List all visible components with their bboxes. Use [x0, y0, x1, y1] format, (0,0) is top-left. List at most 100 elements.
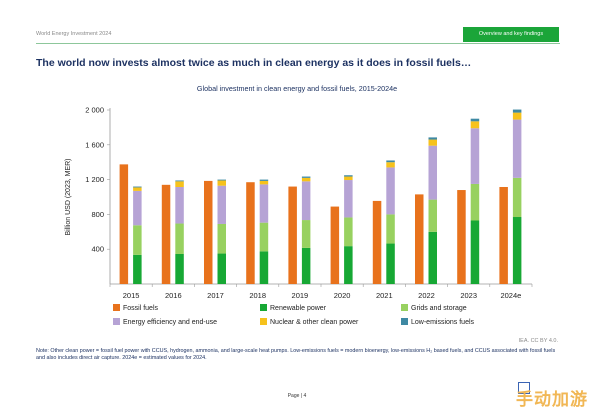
x-tick-label: 2021	[376, 291, 393, 300]
chart-legend: Fossil fuels Renewable power Grids and sto…	[113, 304, 533, 334]
legend-swatch	[260, 318, 267, 325]
bar-grids-and-storage-2024e	[512, 177, 522, 218]
bar-grids-and-storage-2022	[428, 199, 437, 232]
bar-energy-efficiency-and-end-use-2022	[428, 145, 437, 200]
bar-low-emissions-fuels-2019	[301, 176, 311, 178]
bar-renewable-power-2021	[386, 243, 395, 284]
bar-grids-and-storage-2023	[470, 183, 480, 221]
bar-grids-and-storage-2017	[217, 223, 226, 254]
bar-energy-efficiency-and-end-use-2019	[301, 181, 311, 221]
y-tick-label: 400	[91, 245, 104, 254]
bar-nuclear-other-clean-power-2015	[133, 187, 142, 191]
y-tick-label: 800	[91, 210, 104, 219]
bar-low-emissions-fuels-2024e	[512, 109, 522, 113]
watermark-text: 手动加游	[516, 390, 588, 409]
bar-energy-efficiency-and-end-use-2023	[470, 128, 480, 184]
legend-label: Low-emissions fuels	[411, 319, 475, 326]
bar-renewable-power-2015	[133, 254, 142, 284]
bar-renewable-power-2023	[470, 220, 480, 284]
bar-fossil-2020	[330, 206, 340, 284]
x-tick-label: 2019	[292, 291, 309, 300]
bar-nuclear-other-clean-power-2022	[428, 139, 437, 146]
bar-energy-efficiency-and-end-use-2015	[133, 190, 142, 226]
bar-fossil-2015	[119, 164, 129, 284]
bar-renewable-power-2017	[217, 253, 226, 284]
bar-low-emissions-fuels-2020	[344, 175, 353, 177]
x-tick-label: 2015	[123, 291, 140, 300]
legend-label: Nuclear & other clean power	[270, 319, 359, 326]
bar-grids-and-storage-2015	[133, 225, 142, 255]
legend-label: Energy efficiency and end-use	[123, 319, 218, 326]
bar-grids-and-storage-2021	[386, 214, 395, 244]
bar-grids-and-storage-2016	[175, 223, 184, 254]
x-tick-label: 2016	[165, 291, 182, 300]
bar-grids-and-storage-2020	[344, 217, 353, 247]
legend-swatch	[401, 318, 408, 325]
bar-low-emissions-fuels-2023	[470, 118, 480, 122]
bar-fossil-2023	[457, 190, 466, 284]
legend-item: Nuclear & other clean power	[260, 318, 358, 326]
header-divider	[36, 43, 560, 44]
bar-low-emissions-fuels-2018	[259, 179, 269, 181]
bar-nuclear-other-clean-power-2023	[470, 121, 480, 129]
x-tick-label: 2020	[334, 291, 351, 300]
bar-fossil-2017	[204, 180, 213, 284]
bar-nuclear-other-clean-power-2016	[175, 181, 184, 187]
bar-nuclear-other-clean-power-2017	[217, 180, 226, 186]
y-tick-label: 2 000	[85, 106, 104, 115]
legend-swatch	[401, 304, 408, 311]
legend-item: Fossil fuels	[113, 304, 158, 312]
bar-low-emissions-fuels-2017	[217, 179, 226, 181]
bar-nuclear-other-clean-power-2019	[301, 177, 311, 182]
bar-fossil-2021	[372, 200, 382, 284]
bar-renewable-power-2019	[301, 247, 311, 284]
bar-renewable-power-2016	[175, 253, 184, 284]
bar-low-emissions-fuels-2015	[133, 186, 142, 188]
bar-fossil-2022	[415, 194, 424, 284]
legend-label: Grids and storage	[411, 305, 467, 312]
legend-item: Low-emissions fuels	[401, 318, 474, 326]
bar-low-emissions-fuels-2016	[175, 180, 184, 182]
y-axis-label: Billion USD (2023, MER)	[65, 158, 72, 235]
credit-label[interactable]: IEA. CC BY 4.0.	[518, 338, 558, 344]
bar-nuclear-other-clean-power-2020	[344, 176, 353, 181]
bar-energy-efficiency-and-end-use-2021	[386, 167, 395, 215]
x-tick-label: 2022	[418, 291, 435, 300]
footnote: Note: Other clean power = fossil fuel po…	[36, 348, 556, 362]
x-tick-label: 2023	[460, 291, 477, 300]
chart-title: Global investment in clean energy and fo…	[196, 84, 398, 93]
bar-fossil-2018	[246, 182, 255, 284]
bar-renewable-power-2024e	[512, 217, 522, 284]
legend-item: Renewable power	[260, 304, 326, 312]
legend-swatch	[113, 304, 120, 311]
section-tab[interactable]: Overview and key findings	[463, 27, 559, 42]
bar-low-emissions-fuels-2021	[386, 160, 395, 163]
bar-renewable-power-2022	[428, 231, 437, 284]
page-number: Page | 4	[287, 393, 307, 399]
bar-renewable-power-2020	[344, 246, 353, 284]
bar-energy-efficiency-and-end-use-2018	[259, 184, 269, 223]
legend-swatch	[113, 318, 120, 325]
report-label: World Energy Investment 2024	[36, 31, 112, 37]
x-tick-label: 2018	[249, 291, 266, 300]
bar-grids-and-storage-2018	[259, 222, 269, 252]
bar-fossil-2016	[161, 184, 171, 284]
legend-item: Grids and storage	[401, 304, 467, 312]
y-tick-label: 1 200	[85, 175, 104, 184]
bar-energy-efficiency-and-end-use-2016	[175, 186, 184, 224]
legend-item: Energy efficiency and end-use	[113, 318, 217, 326]
bar-energy-efficiency-and-end-use-2017	[217, 185, 226, 224]
bar-energy-efficiency-and-end-use-2020	[344, 180, 353, 218]
bar-energy-efficiency-and-end-use-2024e	[512, 119, 522, 178]
x-tick-label: 2024e	[500, 291, 521, 300]
bar-fossil-2019	[288, 186, 297, 284]
bar-fossil-2024e	[499, 186, 508, 284]
bar-nuclear-other-clean-power-2024e	[512, 112, 522, 120]
legend-swatch	[260, 304, 267, 311]
y-tick-label: 1 600	[85, 140, 104, 149]
bar-grids-and-storage-2019	[301, 220, 311, 248]
bar-low-emissions-fuels-2022	[428, 137, 437, 140]
bar-nuclear-other-clean-power-2021	[386, 162, 395, 168]
